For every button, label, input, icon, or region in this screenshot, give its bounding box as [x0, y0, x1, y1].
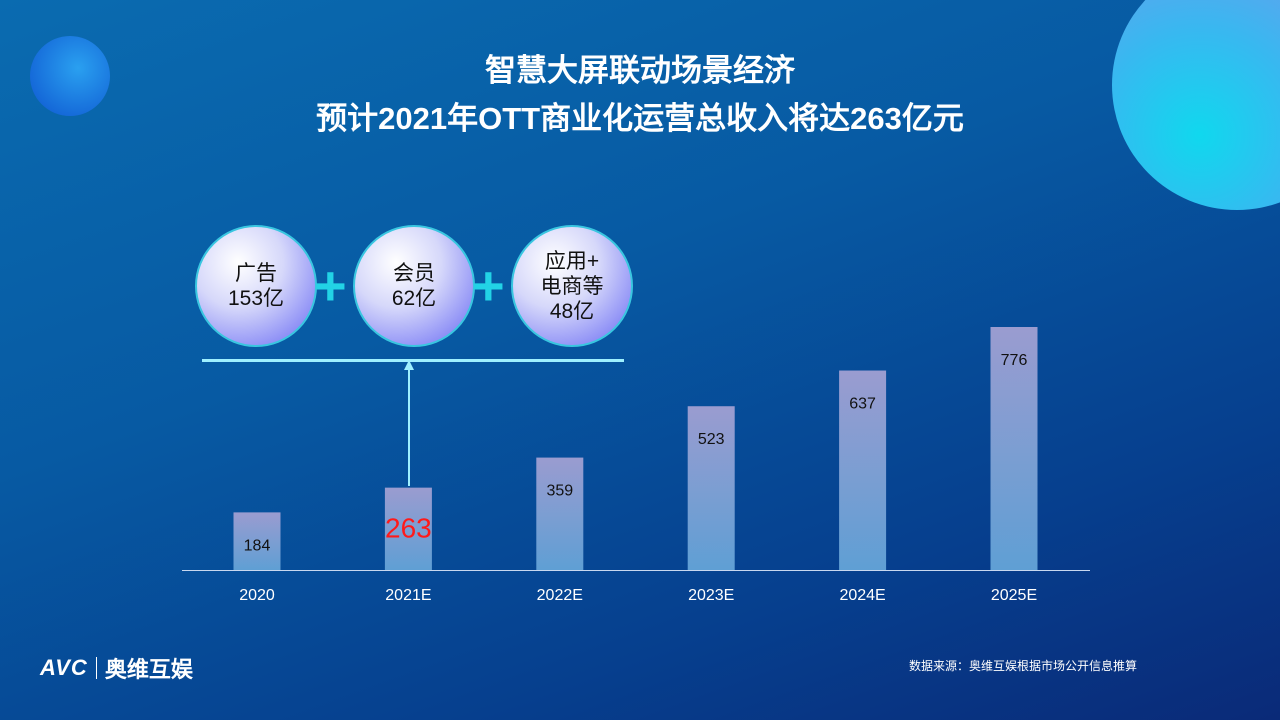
plus-icon: + — [314, 254, 347, 317]
x-tick-label: 2020 — [239, 587, 275, 604]
divider — [95, 657, 97, 679]
bubble-value: 48亿 — [549, 299, 595, 323]
data-label: 359 — [546, 483, 573, 500]
bar-2022E — [536, 457, 584, 570]
data-label: 184 — [244, 537, 271, 554]
decorative-circle — [1112, 0, 1280, 210]
arrow-head-icon — [404, 360, 414, 370]
data-label: 263 — [385, 513, 432, 544]
title-line-2: 预计2021年OTT商业化运营总收入将达263亿元 — [316, 101, 964, 136]
bar-2023E — [687, 406, 735, 570]
bubble-label: 应用+ — [544, 249, 600, 273]
title-line-1: 智慧大屏联动场景经济 — [485, 53, 795, 88]
bubble-ads: 广告 153亿 — [195, 225, 317, 347]
data-label: 637 — [849, 396, 876, 413]
bar-2021E — [384, 487, 432, 570]
logo-brand: AVC — [40, 655, 88, 680]
bubble-label: 电商等 — [540, 274, 604, 298]
bubble-apps-ecommerce: 应用+ 电商等 48亿 — [511, 225, 633, 347]
logo-name: 奥维互娱 — [104, 657, 193, 682]
source-note: 数据来源：奥维互娱根据市场公开信息推算 — [909, 659, 1138, 673]
logo: AVC 奥维互娱 — [40, 652, 193, 684]
bar-2020 — [233, 512, 281, 570]
bubble-label: 会员 — [393, 262, 435, 285]
bar-2024E — [839, 370, 887, 570]
x-tick-label: 2025E — [991, 587, 1037, 604]
bubble-value: 62亿 — [391, 287, 437, 310]
x-tick-label: 2022E — [537, 587, 583, 604]
bubble-label: 广告 — [235, 262, 277, 285]
bar-2025E — [990, 327, 1038, 570]
plus-icon: + — [472, 254, 505, 317]
bubble-value: 153亿 — [227, 287, 285, 310]
x-tick-label: 2023E — [688, 587, 734, 604]
bubble-membership: 会员 62亿 — [353, 225, 475, 347]
x-tick-label: 2021E — [385, 587, 431, 604]
data-label: 776 — [1001, 352, 1028, 369]
sum-line — [202, 359, 624, 362]
decorative-circle — [30, 36, 110, 116]
x-tick-label: 2024E — [839, 587, 885, 604]
data-label: 523 — [698, 431, 725, 448]
